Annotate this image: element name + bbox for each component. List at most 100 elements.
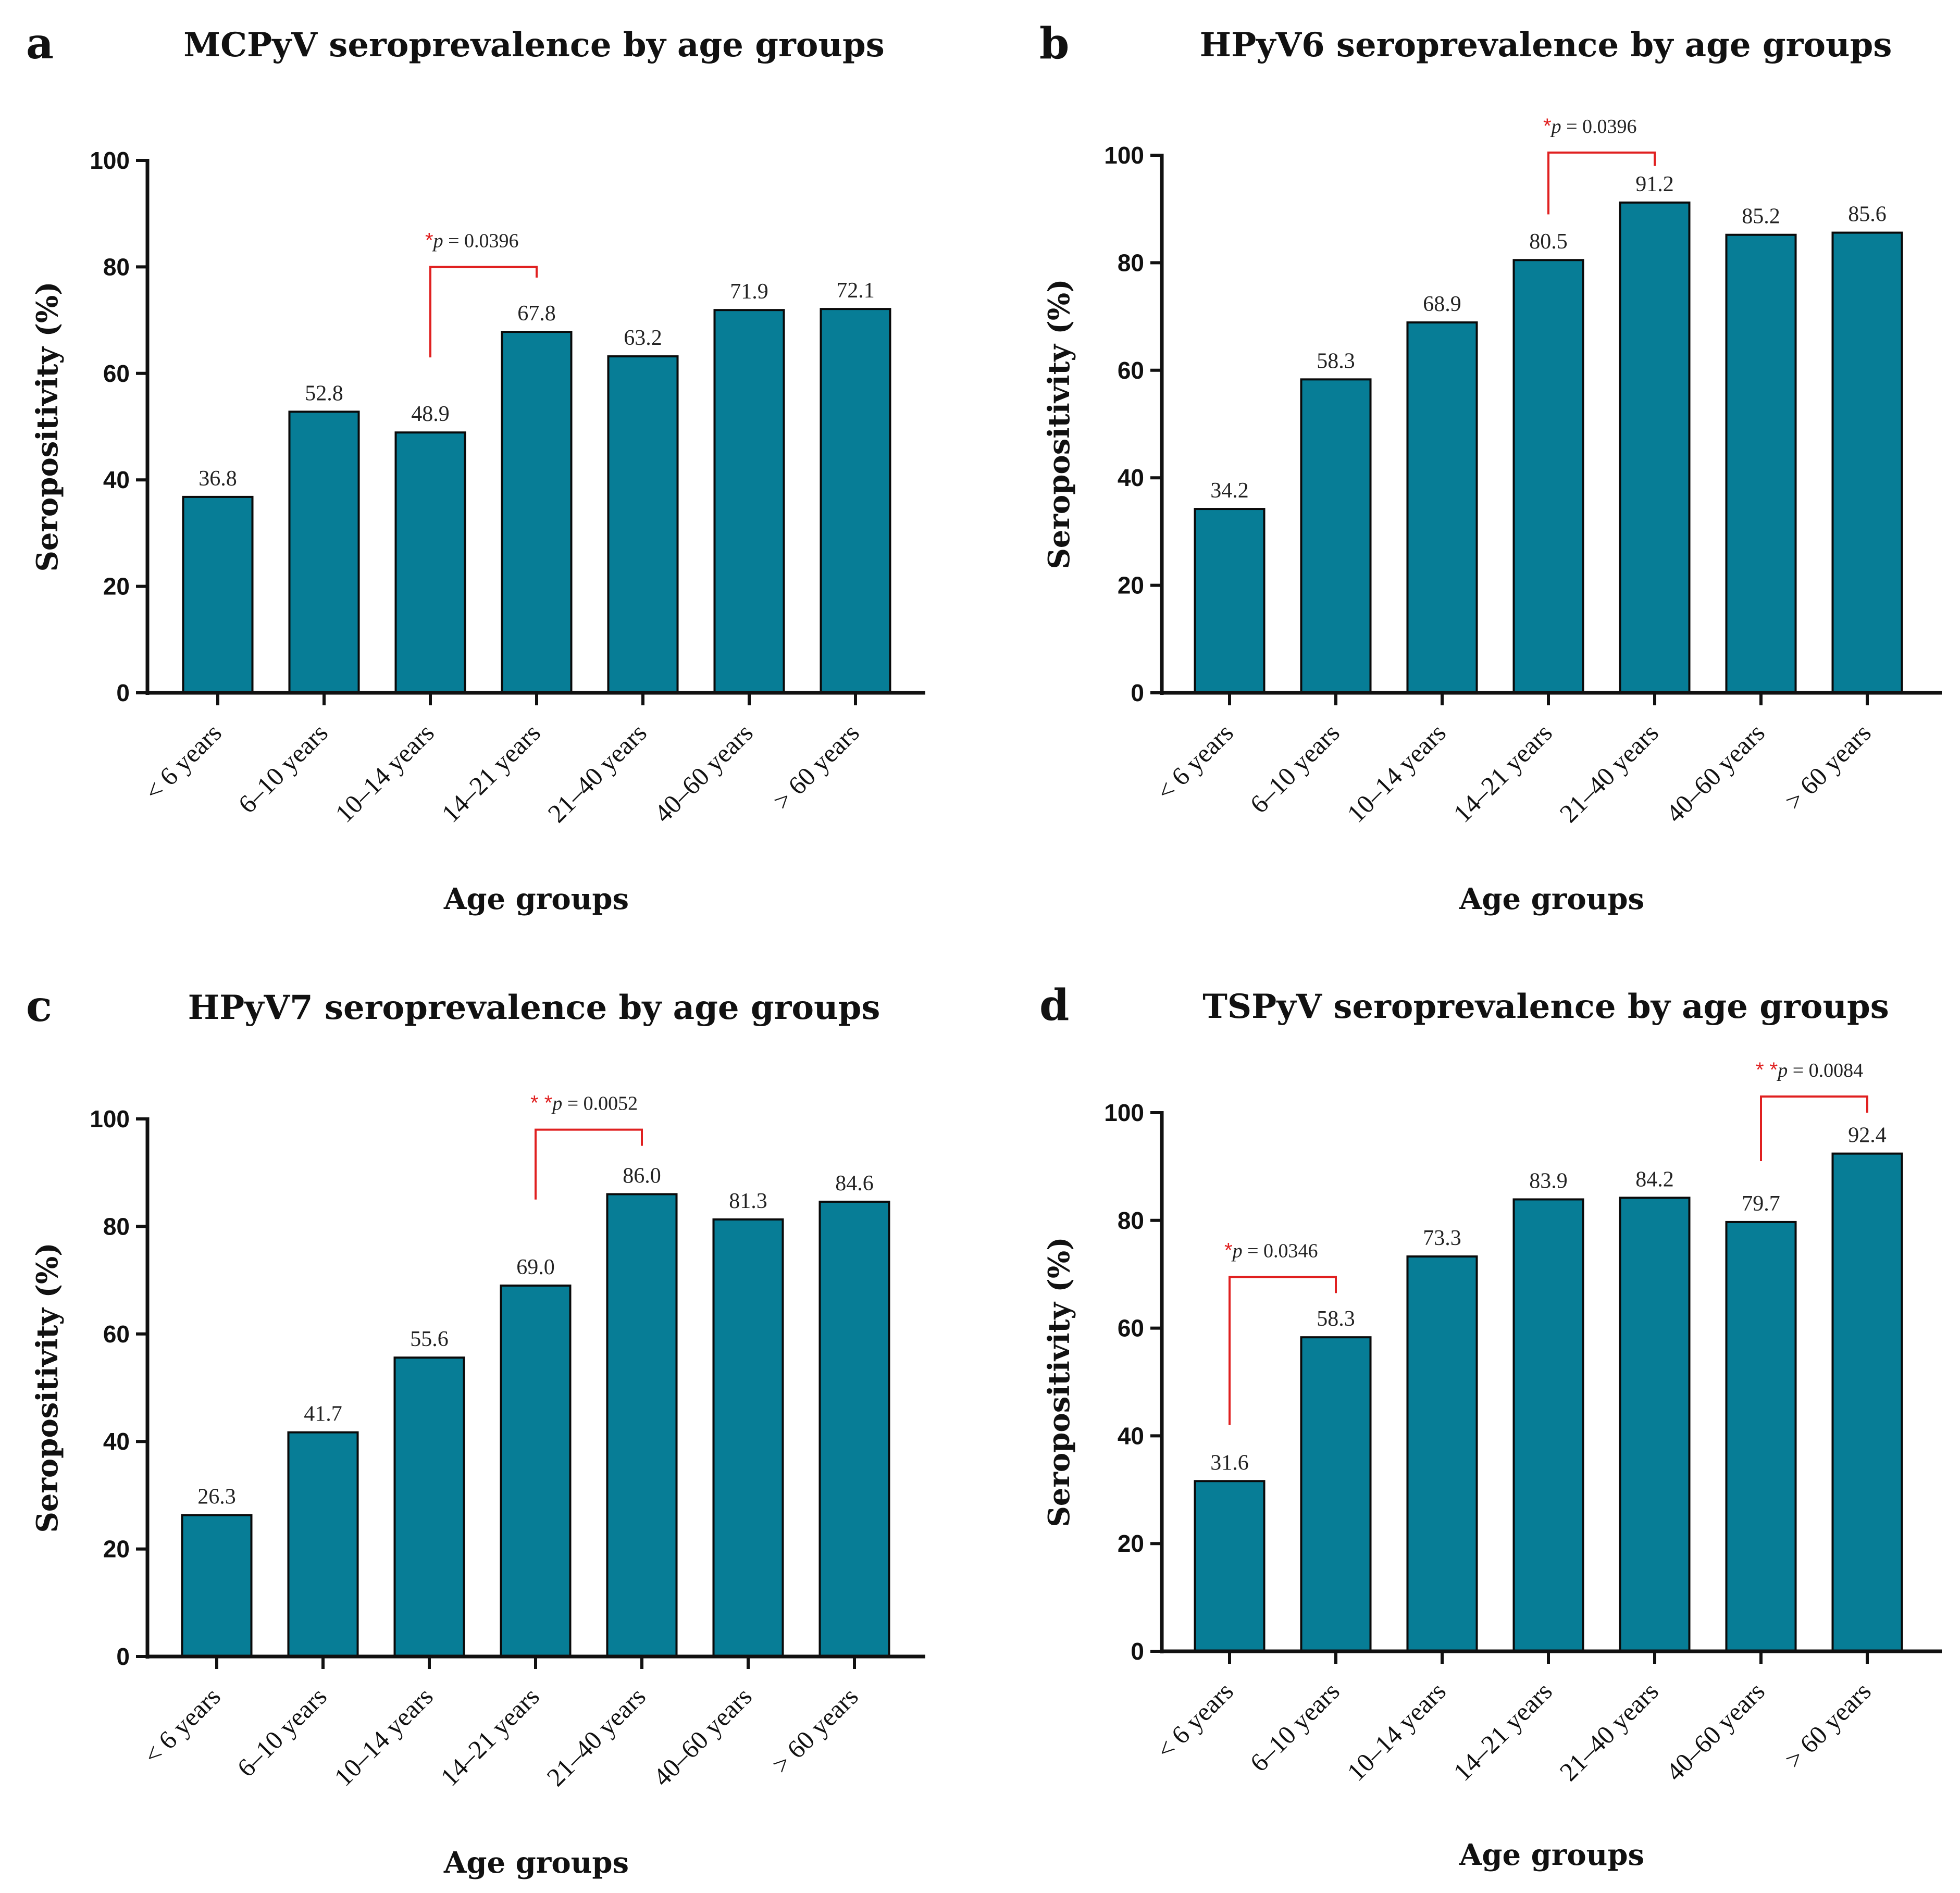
bar-5 bbox=[607, 355, 679, 694]
p-value-annotation: *p = 0.0346 bbox=[1224, 1239, 1318, 1262]
x-tick-label: 40–60 years bbox=[648, 718, 758, 828]
data-label: 41.7 bbox=[304, 1402, 342, 1426]
bar-4 bbox=[500, 1284, 572, 1658]
x-tick-label: 21–40 years bbox=[542, 718, 652, 828]
bar-7 bbox=[1831, 1152, 1903, 1652]
p-value-annotation: *p = 0.0396 bbox=[1543, 115, 1637, 138]
x-axis-title: Age groups bbox=[443, 1846, 629, 1880]
significance-stars: * bbox=[1224, 1239, 1233, 1262]
data-label: 72.1 bbox=[836, 279, 875, 303]
x-tick-label: > 60 years bbox=[1779, 1676, 1877, 1774]
x-tick-label: 40–60 years bbox=[1660, 718, 1770, 828]
chart-title: TSPyV seroprevalence by age groups bbox=[1202, 987, 1889, 1026]
panel-letter: d bbox=[1039, 980, 1069, 1030]
x-axis-title: Age groups bbox=[1459, 882, 1644, 916]
panel-a: a MCPyV seroprevalence by age groups 36.8 5… bbox=[26, 19, 925, 916]
y-tick-label: 20 bbox=[103, 573, 130, 600]
bar-5 bbox=[1619, 201, 1691, 694]
significance-bracket: *p = 0.0396 bbox=[425, 229, 538, 358]
data-label: 86.0 bbox=[623, 1164, 661, 1188]
bar-6 bbox=[712, 1218, 784, 1658]
data-label: 68.9 bbox=[1423, 292, 1461, 316]
y-tick-label: 40 bbox=[103, 1428, 130, 1455]
x-tick-label: 6–10 years bbox=[232, 718, 333, 819]
x-tick-label: 40–60 years bbox=[647, 1682, 757, 1791]
y-tick-label: 80 bbox=[1118, 249, 1144, 276]
p-value: = 0.0396 bbox=[1561, 116, 1637, 138]
bar-3 bbox=[393, 1356, 465, 1658]
data-label: 91.2 bbox=[1635, 172, 1674, 196]
x-tick-label: < 6 years bbox=[1150, 1676, 1238, 1764]
x-tick-label: < 6 years bbox=[1150, 718, 1238, 806]
panel-b: b HPyV6 seroprevalence by age groups 34.2 5… bbox=[1039, 19, 1942, 916]
bar-5 bbox=[606, 1193, 678, 1658]
significance-stars: * bbox=[425, 229, 433, 252]
significance-bracket: * *p = 0.0052 bbox=[530, 1092, 643, 1200]
data-label: 36.8 bbox=[199, 467, 237, 491]
data-label: 31.6 bbox=[1210, 1451, 1249, 1475]
x-tick-label: 6–10 years bbox=[1244, 718, 1345, 819]
bar-6 bbox=[1725, 1221, 1797, 1653]
chart-title: HPyV6 seroprevalence by age groups bbox=[1200, 26, 1892, 65]
bar-1 bbox=[1194, 508, 1266, 694]
p-letter: p bbox=[551, 1093, 562, 1115]
bar-4 bbox=[501, 331, 573, 694]
significance-stars: * * bbox=[1756, 1058, 1778, 1081]
significance-stars: * * bbox=[530, 1092, 552, 1115]
bar-6 bbox=[713, 309, 785, 694]
data-label: 79.7 bbox=[1742, 1192, 1780, 1216]
data-label: 73.3 bbox=[1423, 1226, 1461, 1250]
panel-c: c HPyV7 seroprevalence by age groups 26.3 4… bbox=[26, 981, 925, 1880]
x-tick-label: 40–60 years bbox=[1660, 1676, 1770, 1786]
data-label: 67.8 bbox=[517, 302, 556, 326]
data-label: 26.3 bbox=[197, 1485, 236, 1509]
chart-title: MCPyV seroprevalence by age groups bbox=[183, 26, 884, 65]
x-tick-label: < 6 years bbox=[138, 1682, 226, 1770]
y-axis-title: Seropositivity (%) bbox=[30, 281, 65, 571]
x-tick-label: 14–21 years bbox=[1447, 1676, 1557, 1786]
y-tick-label: 60 bbox=[103, 360, 130, 387]
significance-bracket: *p = 0.0396 bbox=[1543, 115, 1656, 215]
significance-bracket: * *p = 0.0084 bbox=[1756, 1058, 1868, 1162]
y-axis-title: Seropositivity (%) bbox=[1042, 1237, 1076, 1527]
bar-6 bbox=[1725, 233, 1797, 694]
bar-7 bbox=[818, 1200, 890, 1658]
significance-stars: * bbox=[1543, 115, 1552, 138]
y-tick-label: 100 bbox=[90, 147, 130, 174]
data-label: 84.2 bbox=[1635, 1167, 1674, 1191]
panel-letter: b bbox=[1039, 19, 1069, 69]
bar-3 bbox=[1406, 1255, 1478, 1652]
data-label: 85.6 bbox=[1848, 203, 1887, 227]
y-tick-label: 20 bbox=[1118, 572, 1144, 599]
x-tick-label: 6–10 years bbox=[231, 1682, 332, 1783]
p-letter: p bbox=[1776, 1060, 1788, 1081]
p-value: = 0.0396 bbox=[443, 230, 519, 252]
data-label: 52.8 bbox=[305, 381, 343, 405]
y-tick-label: 100 bbox=[90, 1105, 130, 1132]
y-tick-label: 0 bbox=[116, 1643, 130, 1670]
data-label: 92.4 bbox=[1848, 1124, 1887, 1148]
bar-7 bbox=[820, 308, 891, 694]
y-tick-label: 100 bbox=[1104, 142, 1144, 169]
x-tick-label: 21–40 years bbox=[1554, 718, 1664, 828]
x-axis-title: Age groups bbox=[1459, 1838, 1644, 1872]
bar-3 bbox=[1406, 321, 1478, 694]
y-tick-label: 80 bbox=[103, 253, 130, 280]
data-label: 58.3 bbox=[1317, 1307, 1355, 1331]
data-label: 81.3 bbox=[729, 1189, 767, 1213]
p-letter: p bbox=[432, 230, 443, 252]
bracket-line bbox=[429, 266, 538, 358]
y-tick-label: 20 bbox=[1118, 1530, 1144, 1557]
x-tick-label: 21–40 years bbox=[541, 1682, 651, 1791]
data-label: 69.0 bbox=[516, 1255, 555, 1279]
bar-1 bbox=[1194, 1480, 1266, 1653]
bar-1 bbox=[181, 1514, 253, 1658]
x-tick-label: 14–21 years bbox=[1447, 718, 1557, 828]
x-tick-label: 10–14 years bbox=[1341, 1676, 1451, 1786]
p-value: = 0.0084 bbox=[1788, 1060, 1863, 1081]
bracket-line bbox=[1229, 1276, 1337, 1425]
p-value-annotation: * *p = 0.0052 bbox=[530, 1092, 638, 1115]
p-value: = 0.0346 bbox=[1243, 1240, 1318, 1262]
data-label: 85.2 bbox=[1742, 205, 1780, 229]
